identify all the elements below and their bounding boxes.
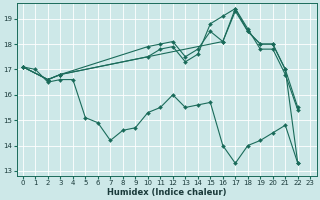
X-axis label: Humidex (Indice chaleur): Humidex (Indice chaleur) [107, 188, 226, 197]
